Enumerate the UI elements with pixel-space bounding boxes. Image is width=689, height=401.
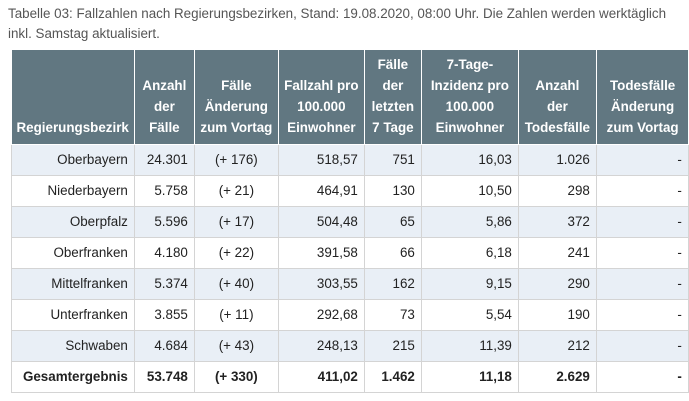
cell-faelle-7-tage: 215 xyxy=(363,330,422,362)
header-anzahl-faelle: Anzahl der Fälle xyxy=(134,50,195,145)
cell-todesfaelle-aenderung: - xyxy=(595,268,689,300)
table-row: Oberfranken 4.180 (+ 22) 391,58 66 6,18 241- xyxy=(11,237,689,269)
cell-anzahl-faelle: 5.596 xyxy=(133,206,195,238)
header-7-tage-inzidenz: 7-Tage-Inzidenz pro 100.000 Einwohner xyxy=(421,50,519,145)
cell-todesfaelle: 212 xyxy=(517,330,597,362)
cases-table: Regierungsbezirk Anzahl der Fälle Fälle … xyxy=(11,50,689,393)
cell-faelle-7-tage: 162 xyxy=(363,268,422,300)
cell-regierungsbezirk: Unterfranken xyxy=(11,299,135,331)
cell-faelle-aenderung: (+ 43) xyxy=(193,330,279,362)
cell-todesfaelle-aenderung: - xyxy=(595,361,689,393)
cell-todesfaelle-aenderung: - xyxy=(595,299,689,331)
table-row: Mittelfranken 5.374 (+ 40) 303,55 162 9,15 290… xyxy=(11,268,689,300)
cell-todesfaelle-aenderung: - xyxy=(595,237,689,269)
cell-faelle-aenderung: (+ 330) xyxy=(193,361,279,393)
cell-faelle-aenderung: (+ 40) xyxy=(193,268,279,300)
cell-regierungsbezirk: Gesamtergebnis xyxy=(11,361,135,393)
cell-regierungsbezirk: Niederbayern xyxy=(11,175,135,207)
cell-todesfaelle: 298 xyxy=(517,175,597,207)
cell-inzidenz: 11,39 xyxy=(420,330,519,362)
cell-anzahl-faelle: 5.758 xyxy=(133,175,195,207)
cell-fallzahl: 518,57 xyxy=(277,144,365,176)
cell-faelle-7-tage: 130 xyxy=(363,175,422,207)
table-row: Niederbayern 5.758 (+ 21) 464,91 130 10,50 298… xyxy=(11,175,689,207)
cell-inzidenz: 6,18 xyxy=(420,237,519,269)
table-row: Schwaben 4.684 (+ 43) 248,13 215 11,39 212- xyxy=(11,330,689,362)
table-row: Unterfranken 3.855 (+ 11) 292,68 73 5,54 190- xyxy=(11,299,689,331)
cell-regierungsbezirk: Oberbayern xyxy=(11,144,135,176)
cell-fallzahl: 248,13 xyxy=(277,330,365,362)
table-caption: Tabelle 03: Fallzahlen nach Regierungsbe… xyxy=(8,6,667,41)
cell-todesfaelle: 372 xyxy=(517,206,597,238)
cell-anzahl-faelle: 4.180 xyxy=(133,237,195,269)
cell-todesfaelle-aenderung: - xyxy=(595,175,689,207)
cell-fallzahl: 303,55 xyxy=(277,268,365,300)
cell-inzidenz: 10,50 xyxy=(420,175,519,207)
cell-inzidenz: 16,03 xyxy=(420,144,519,176)
cell-faelle-aenderung: (+ 11) xyxy=(193,299,279,331)
header-todesfaelle-aenderung: Todesfälle Änderung zum Vortag xyxy=(596,50,689,145)
table-header-row: Regierungsbezirk Anzahl der Fälle Fälle … xyxy=(11,50,689,145)
cell-faelle-7-tage: 66 xyxy=(363,237,422,269)
cell-todesfaelle: 241 xyxy=(517,237,597,269)
cell-fallzahl: 464,91 xyxy=(277,175,365,207)
header-regierungsbezirk: Regierungsbezirk xyxy=(11,50,135,145)
cell-faelle-aenderung: (+ 17) xyxy=(193,206,279,238)
cell-anzahl-faelle: 5.374 xyxy=(133,268,195,300)
cell-faelle-aenderung: (+ 176) xyxy=(193,144,279,176)
table-row: Oberpfalz 5.596 (+ 17) 504,48 65 5,86 372- xyxy=(11,206,689,238)
cell-fallzahl: 504,48 xyxy=(277,206,365,238)
cell-fallzahl: 292,68 xyxy=(277,299,365,331)
cell-faelle-7-tage: 73 xyxy=(363,299,422,331)
cell-anzahl-faelle: 24.301 xyxy=(133,144,195,176)
cell-regierungsbezirk: Oberpfalz xyxy=(11,206,135,238)
cell-inzidenz: 9,15 xyxy=(420,268,519,300)
cell-todesfaelle: 190 xyxy=(517,299,597,331)
cell-todesfaelle: 290 xyxy=(517,268,597,300)
cell-regierungsbezirk: Mittelfranken xyxy=(11,268,135,300)
cell-todesfaelle-aenderung: - xyxy=(595,206,689,238)
cell-faelle-7-tage: 751 xyxy=(363,144,422,176)
cell-regierungsbezirk: Oberfranken xyxy=(11,237,135,269)
table-row: Oberbayern 24.301 (+ 176) 518,57 751 16,03 1.0… xyxy=(11,144,689,176)
table-total-row: Gesamtergebnis 53.748 (+ 330) 411,02 1.462 11… xyxy=(11,361,689,393)
cell-anzahl-faelle: 4.684 xyxy=(133,330,195,362)
cell-todesfaelle: 1.026 xyxy=(517,144,597,176)
cell-todesfaelle: 2.629 xyxy=(517,361,597,393)
cell-fallzahl: 411,02 xyxy=(277,361,365,393)
cell-faelle-aenderung: (+ 22) xyxy=(193,237,279,269)
header-fallzahl-pro-100000: Fallzahl pro 100.000 Einwohner xyxy=(278,50,365,145)
cell-faelle-aenderung: (+ 21) xyxy=(193,175,279,207)
cell-inzidenz: 11,18 xyxy=(420,361,519,393)
cell-fallzahl: 391,58 xyxy=(277,237,365,269)
cell-faelle-7-tage: 1.462 xyxy=(363,361,422,393)
cell-inzidenz: 5,86 xyxy=(420,206,519,238)
cell-anzahl-faelle: 3.855 xyxy=(133,299,195,331)
header-faelle-7-tage: Fälle der letzten 7 Tage xyxy=(364,50,422,145)
cell-todesfaelle-aenderung: - xyxy=(595,144,689,176)
header-faelle-aenderung: Fälle Änderung zum Vortag xyxy=(194,50,279,145)
cell-regierungsbezirk: Schwaben xyxy=(11,330,135,362)
cell-faelle-7-tage: 65 xyxy=(363,206,422,238)
header-anzahl-todesfaelle: Anzahl der Todesfälle xyxy=(518,50,597,145)
cell-anzahl-faelle: 53.748 xyxy=(133,361,195,393)
cell-inzidenz: 5,54 xyxy=(420,299,519,331)
cell-todesfaelle-aenderung: - xyxy=(595,330,689,362)
